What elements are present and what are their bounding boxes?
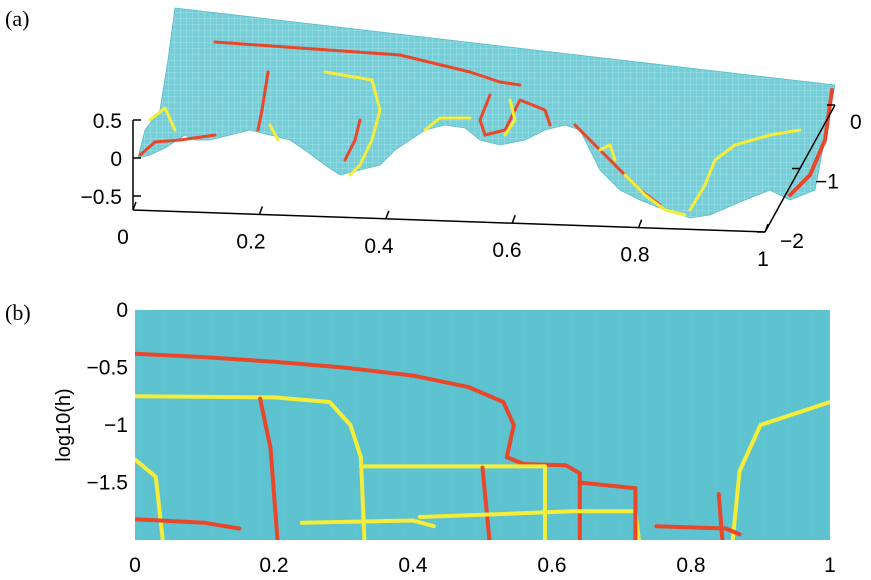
y-tick-label: 0: [850, 111, 862, 134]
y-tick-label: −1: [104, 414, 128, 437]
y-tick-label: −0.5: [87, 357, 128, 380]
x-tick-mark: [511, 214, 516, 224]
red-ridge-curve: [213, 40, 522, 87]
surface-curves: [138, 40, 834, 217]
x-tick-label: 0: [117, 226, 129, 249]
x-tick-label: 0.4: [364, 235, 394, 258]
yellow-curve: [623, 173, 687, 217]
x-tick-mark: [637, 219, 643, 228]
y-axis-label: log10(h): [53, 388, 75, 461]
yellow-curve: [358, 464, 547, 540]
yellow-curve: [323, 70, 382, 177]
panel-label-b: (b): [5, 300, 31, 325]
x-tick-label: 0.2: [236, 230, 265, 253]
yellow-curve: [598, 143, 617, 162]
yellow-curve: [503, 98, 517, 137]
red-curve: [343, 118, 362, 162]
red-curve: [788, 88, 834, 197]
panel-b: (b) 0 −0.5 −1 −1.5 0 0.2 0.4 0.6 0.8 1 log10(h): [5, 299, 836, 577]
curve-layer: [135, 351, 830, 540]
panel-label-a: (a): [5, 6, 29, 31]
red-curve: [480, 465, 492, 540]
x-tick-label: 0.6: [492, 239, 521, 262]
yellow-curve: [688, 128, 802, 212]
yellow-curve: [148, 106, 177, 132]
y-tick-label: −1: [815, 171, 839, 194]
yellow-curve: [135, 394, 367, 540]
x-tick-mark: [132, 201, 137, 211]
x-tick-mark: [385, 210, 390, 220]
x-tick-label: 0.4: [398, 554, 428, 577]
red-curve: [478, 93, 552, 137]
x-tick-label: 1: [757, 248, 769, 271]
red-curve: [135, 351, 582, 540]
red-curve: [577, 480, 638, 540]
yellow-curve: [299, 518, 436, 529]
red-curve: [258, 396, 280, 540]
x-tick-label: 0.2: [259, 554, 288, 577]
axes-a: 0.5 0 −0.5 0 0.2 0.4 0.6 0.8 1 0 −1 −2: [81, 104, 862, 271]
x-tick-label: 1: [824, 554, 836, 577]
y-tick-label: −2: [780, 230, 804, 253]
yellow-curve: [730, 400, 830, 540]
x-tick-mark: [764, 223, 769, 233]
x-tick-label: 0.8: [676, 554, 705, 577]
y-tick-label: 0: [116, 299, 128, 322]
red-curve: [256, 70, 270, 132]
z-tick-label: −0.5: [81, 186, 122, 209]
red-curve: [135, 517, 242, 531]
red-curve: [138, 133, 217, 157]
x-axis-line: [132, 209, 766, 233]
surface-mesh: [137, 7, 836, 219]
red-curve: [654, 524, 742, 537]
yellow-curve: [423, 116, 472, 132]
z-tick-label: 0: [110, 148, 122, 171]
x-tick-label: 0.8: [620, 244, 649, 267]
y-tick-label: −1.5: [87, 472, 128, 495]
red-curve: [716, 492, 725, 540]
x-tick-mark: [258, 206, 264, 215]
heatmap-background: [135, 310, 830, 540]
panel-a: (a) 0.5 0 −0.5 0 0.2 0.4 0.6 0: [5, 6, 862, 271]
yellow-curve: [268, 123, 280, 142]
z-tick-label: 0.5: [93, 110, 122, 133]
x-tick-label: 0: [129, 554, 141, 577]
x-tick-label: 0.6: [537, 554, 566, 577]
